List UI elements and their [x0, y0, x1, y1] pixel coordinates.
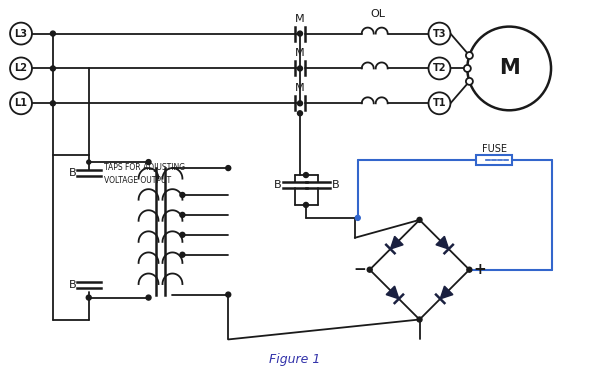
Circle shape	[226, 292, 231, 297]
Circle shape	[10, 57, 32, 80]
Text: TAPS FOR ADJUSTING
VOLTAGE OUTPUT: TAPS FOR ADJUSTING VOLTAGE OUTPUT	[104, 163, 185, 184]
Text: B: B	[69, 168, 77, 178]
Circle shape	[466, 52, 473, 59]
Circle shape	[467, 27, 551, 110]
Text: M: M	[295, 13, 305, 24]
Text: B: B	[69, 280, 77, 290]
Text: Figure 1: Figure 1	[269, 353, 321, 366]
Polygon shape	[436, 236, 448, 249]
Text: L2: L2	[15, 63, 28, 74]
Circle shape	[303, 172, 309, 177]
Circle shape	[297, 111, 303, 116]
Circle shape	[467, 267, 472, 272]
Circle shape	[50, 31, 55, 36]
Text: M: M	[295, 83, 305, 93]
Circle shape	[367, 267, 372, 272]
Circle shape	[180, 252, 185, 257]
Text: +: +	[473, 262, 486, 277]
FancyBboxPatch shape	[476, 155, 512, 165]
Circle shape	[466, 78, 473, 85]
Polygon shape	[391, 236, 403, 249]
Circle shape	[297, 31, 303, 36]
Text: OL: OL	[370, 9, 385, 19]
Text: L1: L1	[15, 98, 28, 108]
Circle shape	[428, 57, 450, 80]
Circle shape	[417, 317, 422, 322]
Text: B: B	[274, 180, 282, 190]
Circle shape	[87, 160, 91, 164]
Circle shape	[417, 217, 422, 222]
Text: −: −	[353, 262, 366, 277]
Circle shape	[86, 295, 91, 300]
Polygon shape	[440, 286, 453, 299]
Circle shape	[50, 66, 55, 71]
Circle shape	[146, 160, 151, 165]
Text: B: B	[332, 180, 340, 190]
Circle shape	[355, 215, 360, 220]
Circle shape	[303, 202, 309, 207]
Circle shape	[50, 101, 55, 106]
Circle shape	[10, 92, 32, 114]
Text: FUSE: FUSE	[482, 144, 507, 154]
Text: M: M	[499, 58, 520, 78]
Circle shape	[146, 295, 151, 300]
Circle shape	[297, 66, 303, 71]
Circle shape	[180, 232, 185, 237]
Text: T1: T1	[432, 98, 446, 108]
Polygon shape	[386, 286, 399, 299]
Circle shape	[180, 212, 185, 217]
Circle shape	[180, 192, 185, 198]
Circle shape	[464, 65, 471, 72]
Circle shape	[428, 22, 450, 45]
Text: T3: T3	[432, 28, 446, 39]
Circle shape	[428, 92, 450, 114]
Circle shape	[226, 166, 231, 171]
Circle shape	[10, 22, 32, 45]
Circle shape	[297, 101, 303, 106]
Text: M: M	[295, 48, 305, 58]
Text: L3: L3	[15, 28, 28, 39]
Text: T2: T2	[432, 63, 446, 74]
